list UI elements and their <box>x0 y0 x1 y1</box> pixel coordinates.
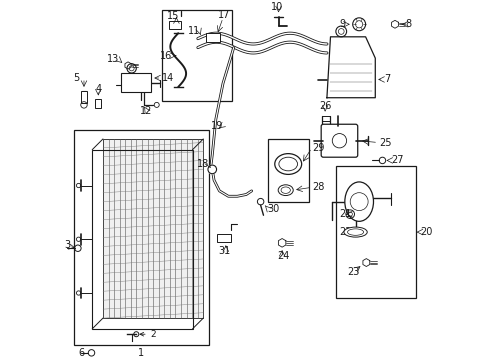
Text: 23: 23 <box>347 266 359 276</box>
Text: 4: 4 <box>95 84 101 94</box>
Text: 2: 2 <box>140 330 156 339</box>
Ellipse shape <box>274 154 301 174</box>
Bar <box>217 234 230 242</box>
Ellipse shape <box>278 157 297 171</box>
Text: 21: 21 <box>339 209 351 219</box>
Bar <box>121 73 151 93</box>
Bar <box>92 150 192 329</box>
Polygon shape <box>326 37 374 98</box>
Text: 26: 26 <box>318 101 331 111</box>
Text: 3: 3 <box>64 240 70 249</box>
Text: 13: 13 <box>107 54 119 64</box>
Ellipse shape <box>347 229 363 235</box>
Text: 28: 28 <box>312 182 325 192</box>
Text: 27: 27 <box>390 156 403 166</box>
Text: 8: 8 <box>405 19 411 29</box>
Bar <box>169 21 181 28</box>
Text: 16: 16 <box>160 51 172 60</box>
Text: 7: 7 <box>384 75 390 85</box>
Text: 14: 14 <box>162 73 174 83</box>
Text: 25: 25 <box>378 138 390 148</box>
Ellipse shape <box>344 182 373 221</box>
FancyBboxPatch shape <box>321 124 357 157</box>
Text: 17: 17 <box>218 10 230 20</box>
Bar <box>162 10 231 101</box>
Text: 5: 5 <box>74 73 80 83</box>
Text: 31: 31 <box>218 246 230 256</box>
Bar <box>95 99 101 108</box>
Bar <box>206 33 220 42</box>
Ellipse shape <box>281 187 290 193</box>
Text: 11: 11 <box>188 26 200 36</box>
Bar <box>335 166 416 298</box>
Text: 30: 30 <box>267 204 280 214</box>
Bar <box>74 130 208 345</box>
Bar <box>103 139 203 318</box>
Text: 10: 10 <box>270 2 282 12</box>
Text: 12: 12 <box>140 106 152 116</box>
Bar <box>81 91 87 103</box>
Text: 1: 1 <box>138 348 144 358</box>
Text: 15: 15 <box>166 12 179 21</box>
Ellipse shape <box>343 227 366 237</box>
Text: 9: 9 <box>338 19 345 29</box>
Text: 6: 6 <box>78 348 84 358</box>
Text: 20: 20 <box>419 227 431 237</box>
Text: 29: 29 <box>312 143 325 153</box>
Text: 24: 24 <box>277 251 289 261</box>
Bar <box>267 139 308 202</box>
Text: 18: 18 <box>197 159 209 169</box>
Ellipse shape <box>278 185 293 195</box>
Circle shape <box>207 165 216 174</box>
Text: 19: 19 <box>210 121 223 131</box>
Text: 22: 22 <box>339 227 351 237</box>
